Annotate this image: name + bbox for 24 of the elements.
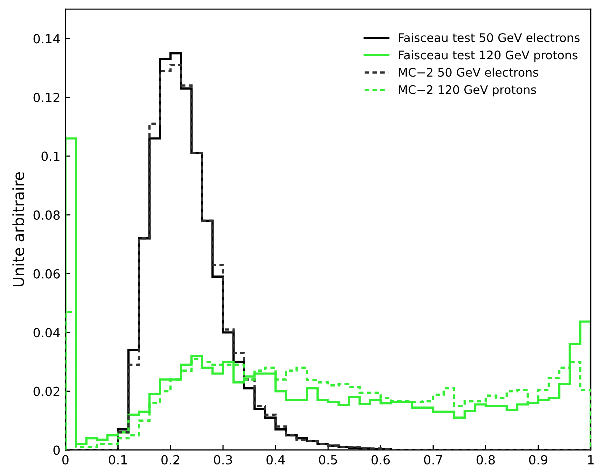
x-tick-label: 0.5 (319, 455, 338, 465)
legend-label: Faisceau test 50 GeV electrons (399, 33, 580, 42)
y-tick-label: 0.14 (34, 34, 60, 44)
y-tick-label: 0.1 (42, 152, 60, 162)
x-tick-label: 0.2 (162, 455, 180, 465)
y-tick-label: 0.08 (34, 210, 60, 220)
y-tick-label: 0.04 (34, 328, 60, 338)
x-tick-label: 0 (62, 455, 69, 465)
x-tick-label: 0.4 (266, 455, 286, 465)
y-tick-label: 0.06 (34, 269, 60, 279)
x-tick-label: 0.3 (214, 455, 232, 465)
x-tick-label: 0.8 (476, 455, 496, 465)
x-tick-label: 0.6 (372, 455, 390, 465)
legend-label: MC−2 120 GeV protons (399, 85, 536, 97)
y-axis-title: Unite arbitraire (12, 172, 24, 287)
y-tick-label: 0.12 (34, 93, 60, 102)
legend-label: Faisceau test 120 GeV protons (399, 50, 578, 62)
x-tick-label: 0.9 (529, 455, 548, 465)
x-tick-label: 1 (588, 455, 594, 465)
y-tick-label: 0 (54, 446, 60, 456)
y-tick-label: 0.02 (34, 386, 60, 396)
legend-label: MC−2 50 GeV electrons (399, 68, 538, 78)
x-tick-label: 0.7 (424, 455, 442, 465)
x-tick-label: 0.1 (109, 455, 127, 465)
